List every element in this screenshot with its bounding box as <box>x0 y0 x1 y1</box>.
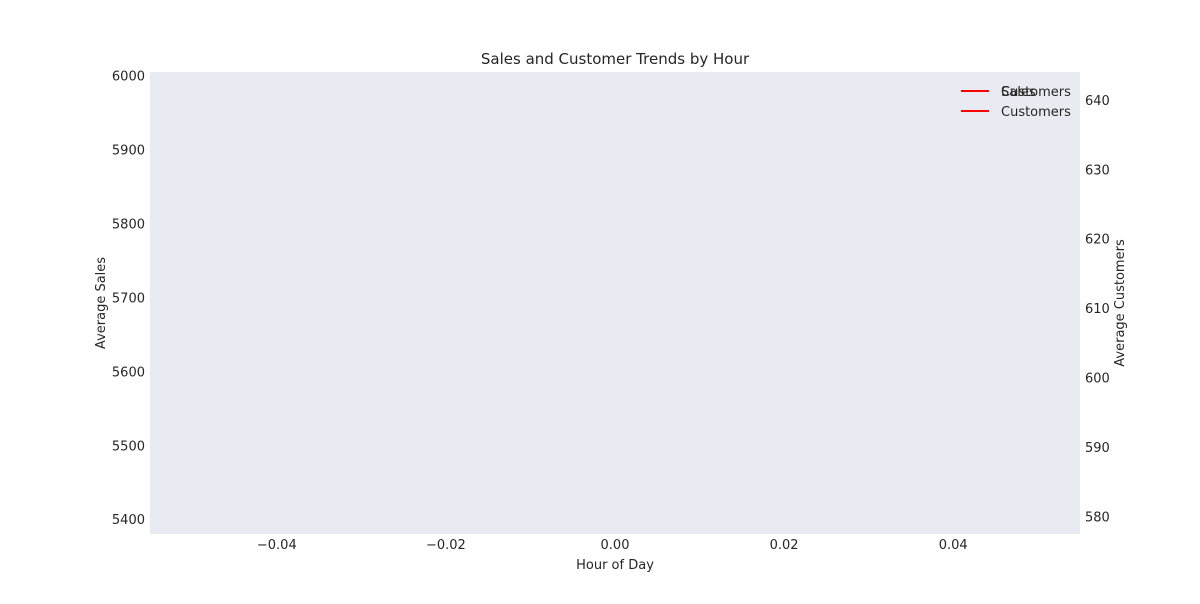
right-y-tick-label: 640 <box>1085 94 1110 109</box>
right-y-tick-label: 610 <box>1085 302 1110 317</box>
left-y-tick-label: 5600 <box>112 365 145 380</box>
right-y-tick-label: 630 <box>1085 163 1110 178</box>
left-y-tick-label: 5500 <box>112 439 145 454</box>
left-y-tick-label: 5800 <box>112 218 145 233</box>
right-y-axis-ticks: 580 590 600 610 620 630 640 <box>1085 94 1110 526</box>
right-y-tick-label: 600 <box>1085 372 1110 387</box>
x-tick-label: −0.02 <box>426 538 466 553</box>
legend-entry-customers: Customers <box>961 105 1071 120</box>
legend-label: Sales <box>1001 85 1036 100</box>
chart-title: Sales and Customer Trends by Hour <box>481 50 750 68</box>
legend-label: Customers <box>1001 105 1071 120</box>
x-tick-label: 0.04 <box>939 538 968 553</box>
left-y-axis-label: Average Sales <box>94 257 109 349</box>
right-y-tick-label: 580 <box>1085 511 1110 526</box>
x-axis-ticks: −0.04 −0.02 0.00 0.02 0.04 <box>257 538 968 553</box>
x-tick-label: 0.02 <box>770 538 799 553</box>
left-y-tick-label: 6000 <box>112 70 145 85</box>
left-y-tick-label: 5700 <box>112 291 145 306</box>
left-y-axis-ticks: 5400 5500 5600 5700 5800 5900 6000 <box>112 70 145 529</box>
right-y-axis-label: Average Customers <box>1113 239 1128 367</box>
right-y-tick-label: 590 <box>1085 441 1110 456</box>
x-tick-label: 0.00 <box>601 538 630 553</box>
legend-entry-customers: Customers <box>961 85 1071 100</box>
x-axis-label: Hour of Day <box>576 558 654 573</box>
legend-label: Customers <box>1001 85 1071 100</box>
left-y-tick-label: 5900 <box>112 144 145 159</box>
x-tick-label: −0.04 <box>257 538 297 553</box>
right-y-tick-label: 620 <box>1085 233 1110 248</box>
plot-area <box>150 72 1080 534</box>
left-y-tick-label: 5400 <box>112 513 145 528</box>
